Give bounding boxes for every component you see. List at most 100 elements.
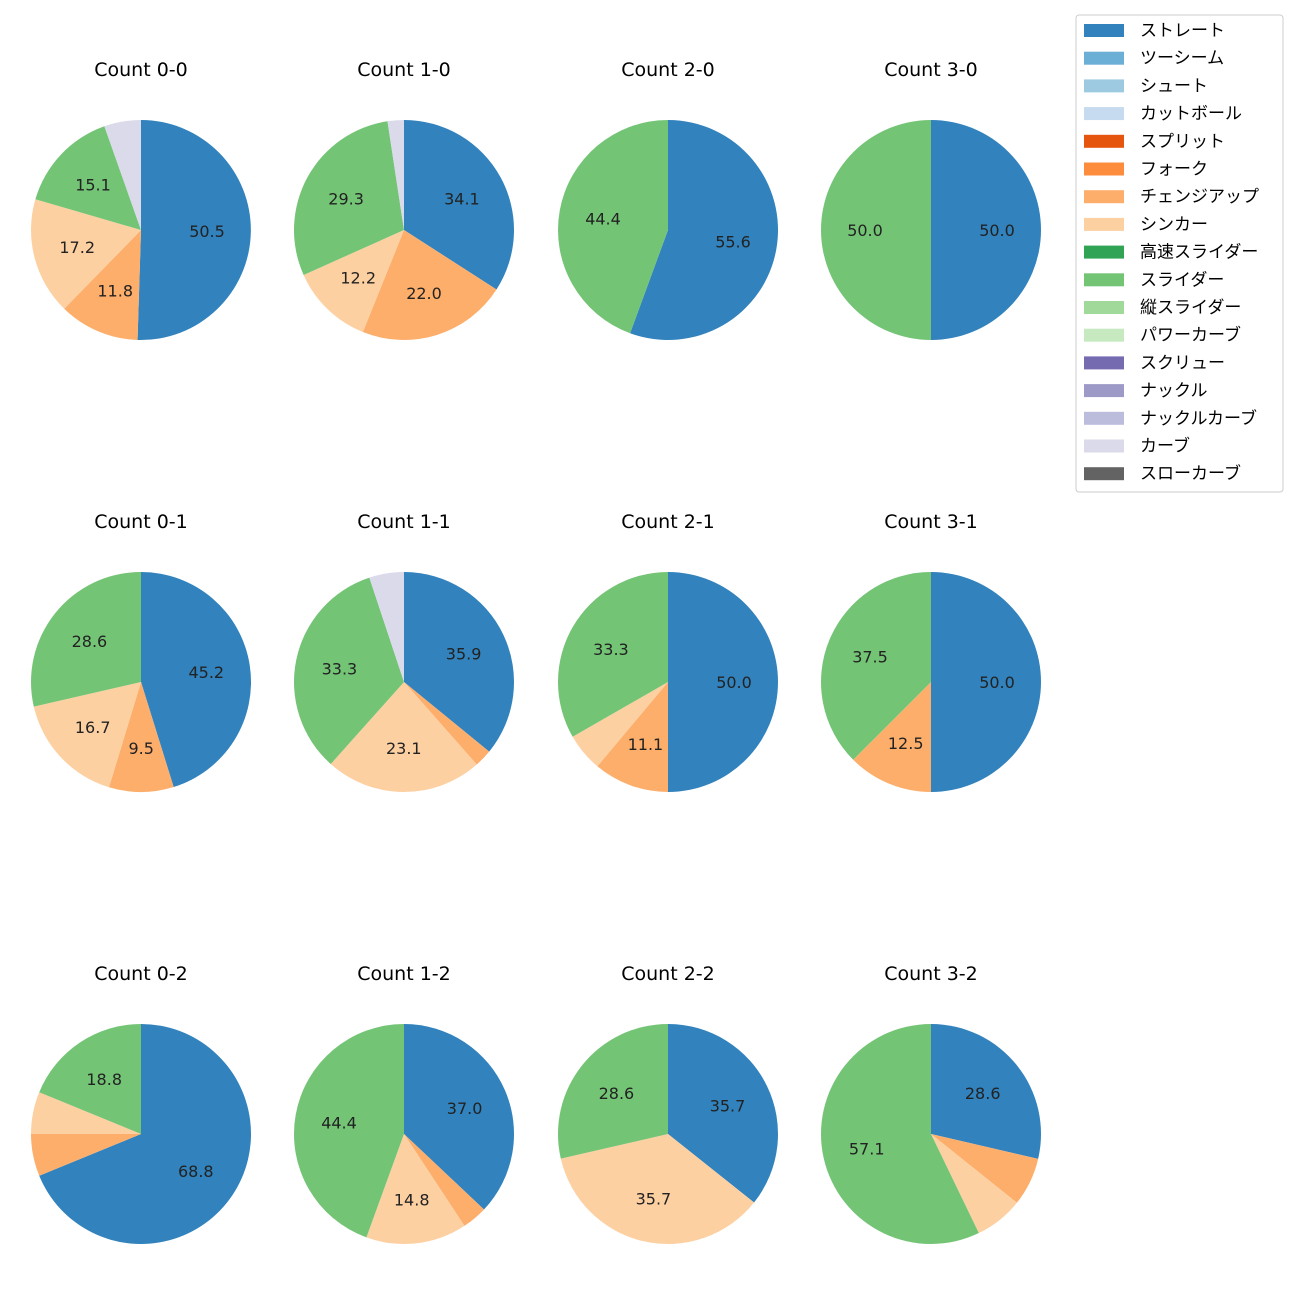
pie-slice xyxy=(39,1023,141,1134)
pie-slice xyxy=(31,199,141,309)
slice-label: 12.5 xyxy=(888,734,924,753)
slice-label: 17.2 xyxy=(59,238,95,257)
pie-7: Count 2-1 50.0 11.1 33.3 xyxy=(557,511,778,792)
pie-slice xyxy=(30,1092,141,1134)
pie-6: Count 1-1 35.9 23.1 33.3 xyxy=(294,511,515,792)
pie-slice xyxy=(137,120,251,340)
slice-label: 28.6 xyxy=(72,632,108,651)
pie-slice xyxy=(35,126,142,230)
legend: ストレートツーシームシュートカットボールスプリットフォークチェンジアップシンカー… xyxy=(1075,14,1284,493)
legend-label: 高速スライダー xyxy=(1140,243,1258,263)
pie-slice xyxy=(821,572,931,760)
slice-label: 55.6 xyxy=(715,233,751,252)
pie-slice xyxy=(330,682,477,792)
pie-slice xyxy=(104,120,141,230)
legend-label: シンカー xyxy=(1140,215,1208,235)
pie-title: Count 2-2 xyxy=(621,963,715,985)
pie-12: Count 3-2 28.6 57.1 xyxy=(820,963,1041,1244)
slice-label: 44.4 xyxy=(585,209,621,228)
slice-label: 29.3 xyxy=(328,189,364,208)
slice-label: 37.5 xyxy=(852,648,888,667)
legend-swatch xyxy=(1084,134,1124,148)
pie-slice xyxy=(821,120,931,340)
pie-title: Count 3-0 xyxy=(884,59,978,81)
slice-label: 9.5 xyxy=(128,739,153,758)
pie-slice xyxy=(931,1024,1041,1159)
pie-9: Count 0-2 68.8 18.8 xyxy=(30,963,251,1244)
slice-label: 57.1 xyxy=(849,1140,885,1159)
pie-slice xyxy=(366,1134,465,1245)
pie-title: Count 2-0 xyxy=(621,59,715,81)
legend-label: 縦スライダー xyxy=(1140,298,1241,318)
legend-label: スプリット xyxy=(1140,132,1225,152)
pie-slice xyxy=(404,1024,515,1210)
legend-swatch xyxy=(1084,411,1124,425)
legend-swatch xyxy=(1084,190,1124,204)
pie-slice xyxy=(293,121,404,275)
pie-slice xyxy=(64,230,141,340)
legend-label: ナックル xyxy=(1140,381,1208,401)
pie-slice xyxy=(560,1134,755,1245)
pie-title: Count 0-2 xyxy=(94,963,188,985)
pie-slice xyxy=(558,120,668,334)
legend-label: スローカーブ xyxy=(1140,463,1241,484)
slice-label: 68.8 xyxy=(178,1162,214,1181)
pie-slice xyxy=(931,1134,1017,1234)
pie-1: Count 0-0 50.5 11.8 17.2 15.1 xyxy=(31,59,251,340)
pie-slice xyxy=(820,1024,979,1244)
slice-label: 16.7 xyxy=(75,718,111,737)
pie-slice xyxy=(404,572,515,752)
slice-label: 44.4 xyxy=(321,1114,357,1133)
pie-4: Count 3-0 50.0 50.0 xyxy=(821,59,1041,340)
legend-label: カーブ xyxy=(1140,436,1190,457)
slice-label: 33.3 xyxy=(593,640,629,659)
pie-11: Count 2-2 35.7 35.7 28.6 xyxy=(557,963,778,1245)
pie-slice xyxy=(30,1134,141,1176)
legend-label: カットボール xyxy=(1140,104,1242,124)
slice-label: 34.1 xyxy=(444,189,480,208)
pie-slice xyxy=(931,1134,1039,1203)
pie-slice xyxy=(387,120,404,230)
legend-swatch xyxy=(1084,356,1124,370)
pie-10: Count 1-2 37.0 14.8 44.4 xyxy=(293,963,515,1245)
slice-label: 35.9 xyxy=(446,645,482,664)
pie-slice xyxy=(141,572,252,788)
legend-swatch xyxy=(1084,79,1124,93)
pie-slice xyxy=(404,120,514,290)
legend-swatch xyxy=(1084,51,1124,65)
pie-slice xyxy=(853,682,931,792)
legend-label: ツーシーム xyxy=(1140,49,1224,69)
pie-slice xyxy=(293,1024,404,1238)
pie-title: Count 1-0 xyxy=(357,59,451,81)
pie-title: Count 2-1 xyxy=(621,511,715,533)
legend-swatch xyxy=(1084,217,1124,231)
slice-label: 12.2 xyxy=(340,269,376,288)
slice-label: 14.8 xyxy=(394,1191,430,1210)
pie-title: Count 1-2 xyxy=(357,963,451,985)
pie-slice xyxy=(33,682,141,788)
pie-slice xyxy=(362,230,497,341)
pie-8: Count 3-1 50.0 12.5 37.5 xyxy=(821,511,1041,792)
legend-swatch xyxy=(1084,439,1124,453)
pie-title: Count 0-0 xyxy=(94,59,188,81)
legend-label: フォーク xyxy=(1140,160,1208,180)
pie-slice xyxy=(294,577,404,765)
pie-3: Count 2-0 55.6 44.4 xyxy=(558,59,779,340)
slice-label: 23.1 xyxy=(386,739,422,758)
slice-label: 50.0 xyxy=(979,673,1015,692)
pie-slice xyxy=(108,682,174,793)
legend-box xyxy=(1075,14,1284,493)
pie-slice xyxy=(597,682,668,792)
legend-label: シュート xyxy=(1140,76,1208,96)
legend-label: スライダー xyxy=(1140,270,1224,290)
slice-label: 18.8 xyxy=(86,1070,122,1089)
slice-label: 37.0 xyxy=(447,1099,483,1118)
pie-slice xyxy=(404,682,490,765)
pie-slice xyxy=(668,1024,778,1203)
slice-label: 50.0 xyxy=(847,221,883,240)
legend-swatch xyxy=(1084,384,1124,398)
legend-swatch xyxy=(1084,273,1124,287)
slice-label: 22.0 xyxy=(406,284,442,303)
pie-slice xyxy=(557,572,668,737)
